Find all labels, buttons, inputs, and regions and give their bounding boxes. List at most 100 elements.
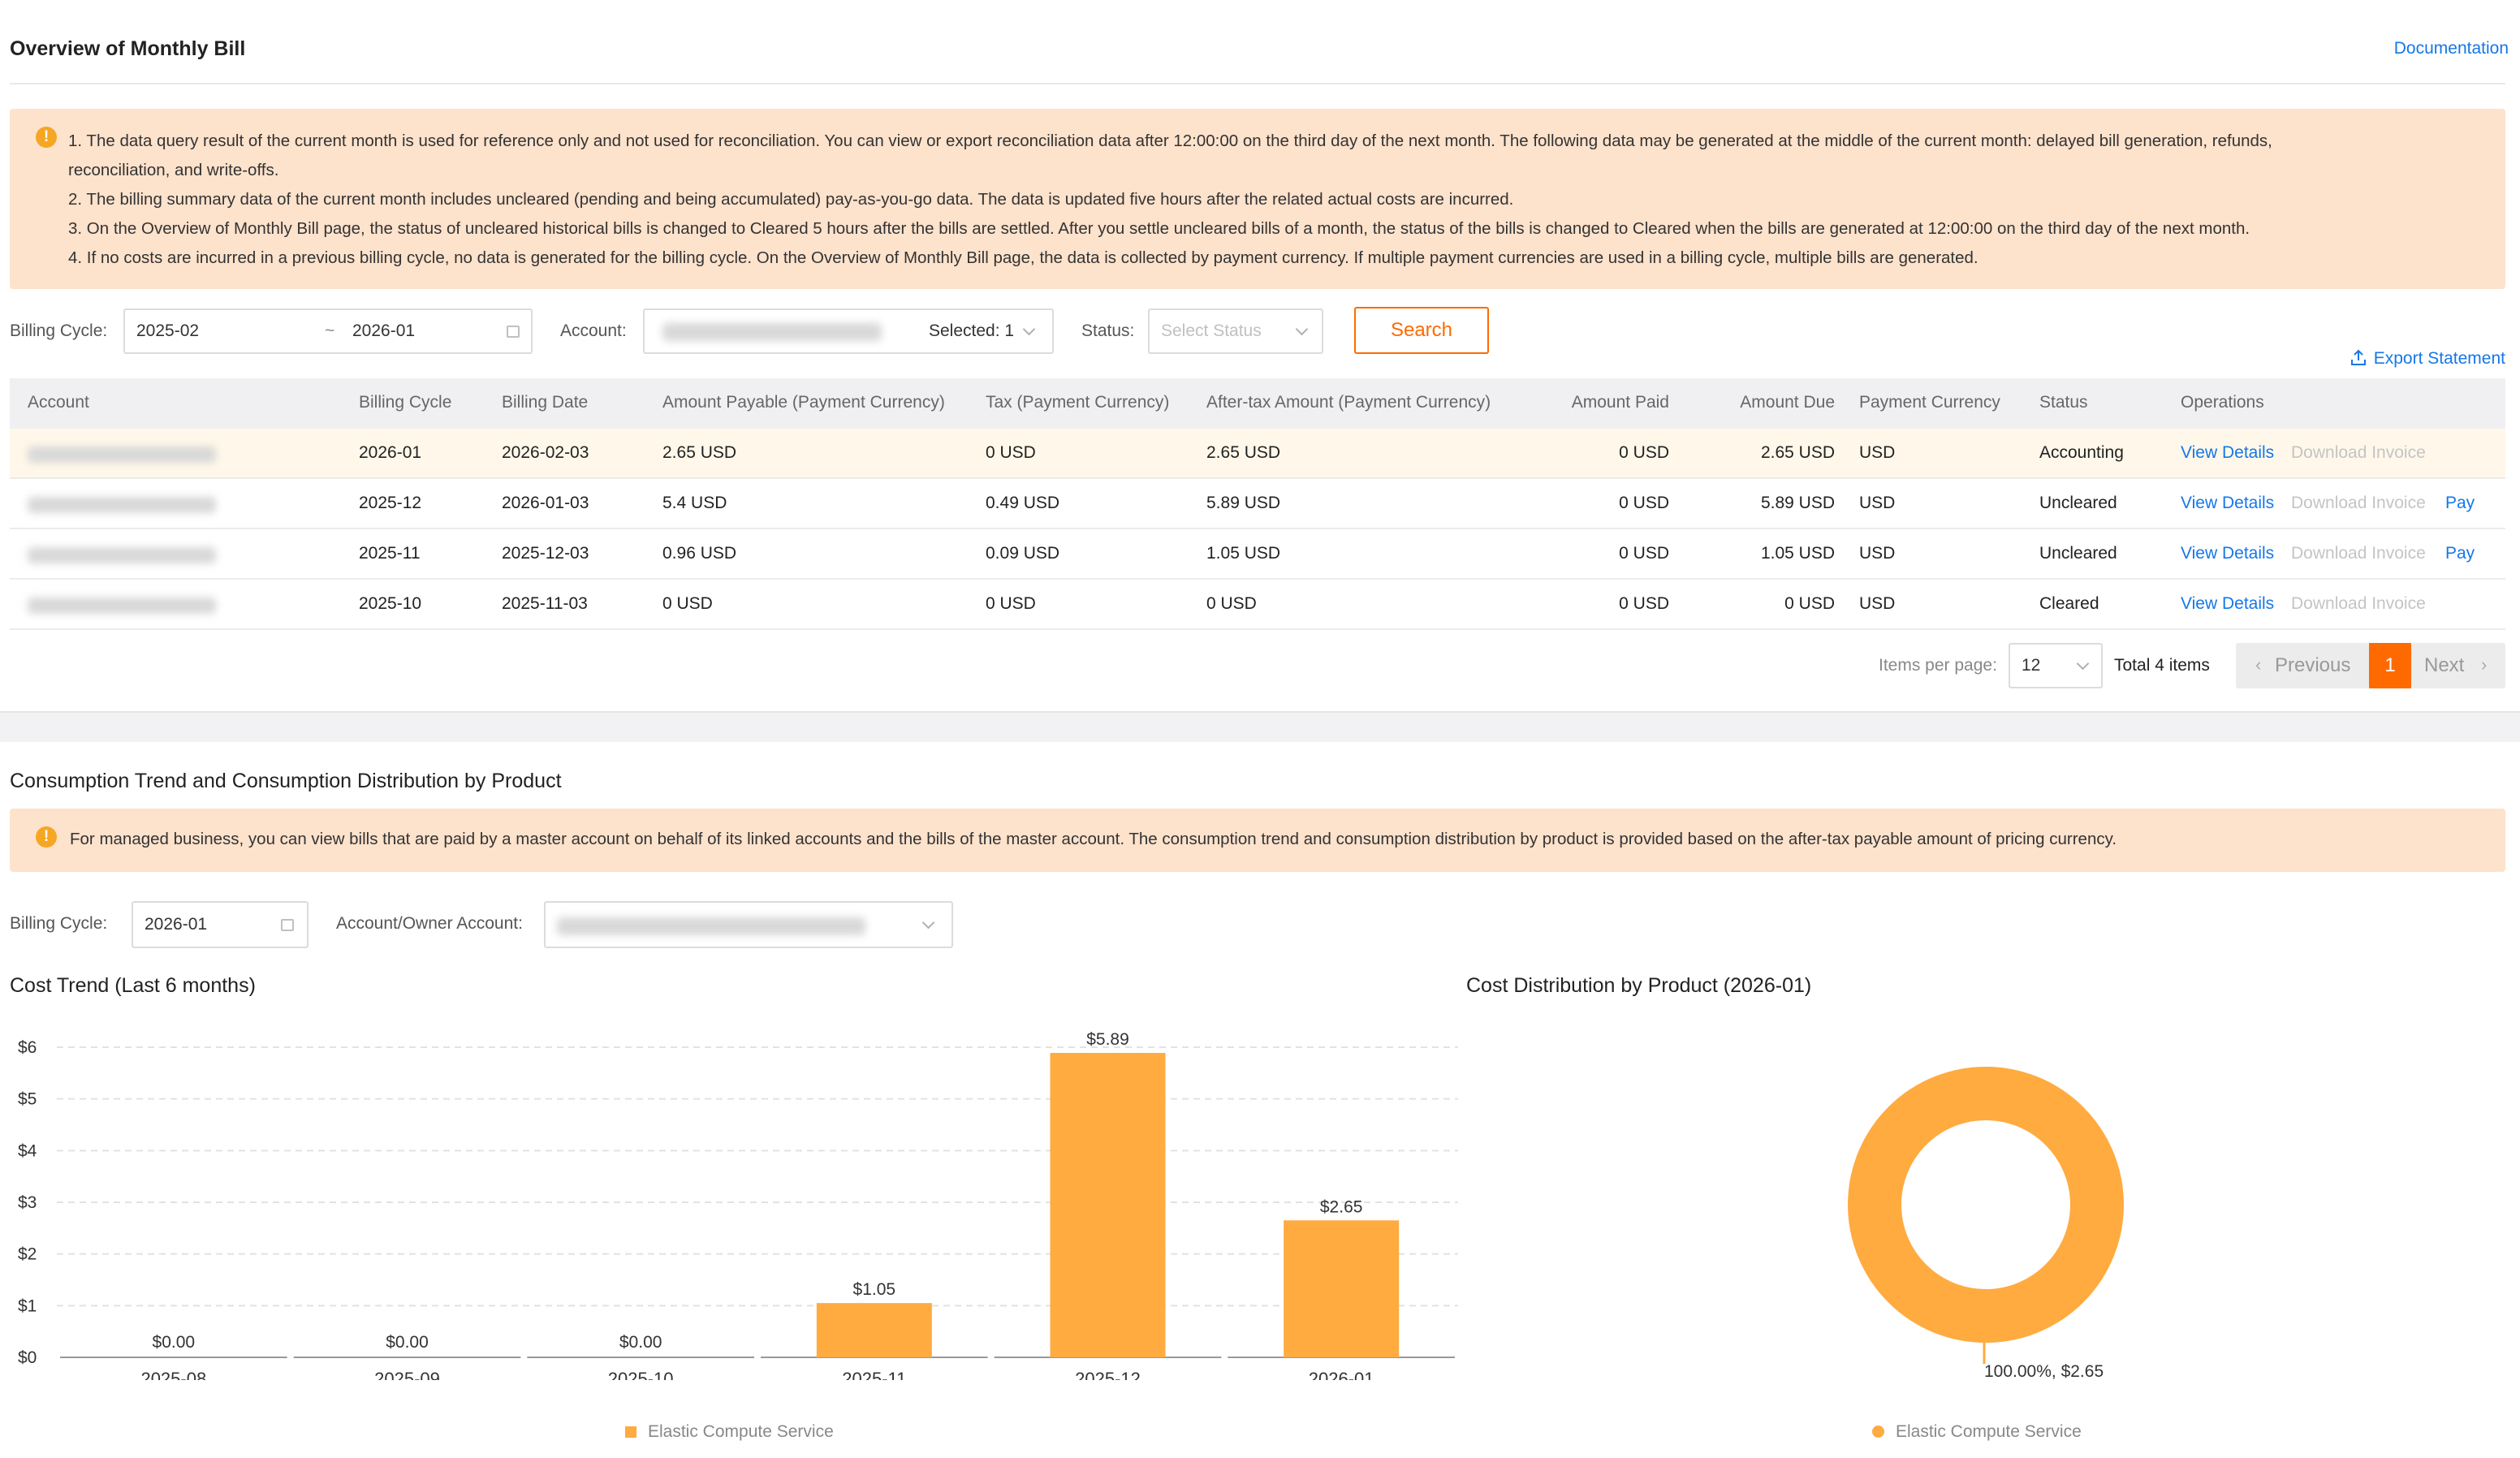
chevron-right-icon: › (2481, 654, 2488, 675)
cell-date: 2026-02-03 (502, 443, 589, 462)
data-label: $0.00 (386, 1333, 429, 1352)
bar-legend[interactable]: Elastic Compute Service (625, 1422, 834, 1442)
legend-swatch (1872, 1426, 1884, 1438)
account-owner-label: Account/Owner Account: (336, 914, 523, 933)
download-invoice-link[interactable]: Download Invoice (2291, 544, 2426, 563)
y-tick-label: $5 (18, 1090, 37, 1109)
x-tick-label: 2025-09 (374, 1369, 440, 1380)
x-tick-label: 2026-01 (1309, 1369, 1374, 1380)
chevron-left-icon: ‹ (2255, 654, 2262, 675)
pay-link[interactable]: Pay (2445, 494, 2475, 512)
chevron-down-icon (1295, 322, 1309, 336)
cell-payable: 2.65 USD (662, 443, 737, 462)
page-title: Overview of Monthly Bill (10, 37, 246, 60)
search-button[interactable]: Search (1354, 307, 1489, 354)
x-tick-label: 2025-11 (842, 1369, 906, 1380)
total-items: Total 4 items (2114, 656, 2210, 675)
account-owner-select[interactable] (544, 901, 953, 948)
col-header: Operations (2181, 393, 2264, 412)
download-invoice-link[interactable]: Download Invoice (2291, 594, 2426, 613)
table-row: 2026-01 2026-02-03 2.65 USD 0 USD 2.65 U… (10, 429, 2505, 479)
account-label: Account: (560, 321, 627, 340)
cell-cycle: 2026-01 (359, 443, 422, 462)
cell-date: 2025-11-03 (502, 594, 588, 613)
documentation-link[interactable]: Documentation (2393, 39, 2509, 58)
cell-tax: 0.09 USD (986, 544, 1060, 563)
view-details-link[interactable]: View Details (2181, 594, 2275, 613)
cell-cycle: 2025-11 (359, 544, 421, 563)
cell-date: 2026-01-03 (502, 494, 589, 512)
cell-aftertax: 1.05 USD (1206, 544, 1281, 563)
cost-trend-svg: $0 $1 $2 $3 $4 $5 $6 $0.00 2025-08 $0.00 2025-09 $0… (18, 1030, 1458, 1389)
cell-cycle: 2025-12 (359, 494, 422, 512)
chevron-down-icon (2076, 657, 2090, 671)
table-row: 2025-10 2025-11-03 0 USD 0 USD 0 USD 0 U… (10, 580, 2505, 630)
billing-cycle-label: Billing Cycle: (10, 321, 108, 340)
view-details-link[interactable]: View Details (2181, 494, 2275, 512)
cell-payable: 0.96 USD (662, 544, 737, 563)
account-redacted (28, 497, 216, 513)
chevron-down-icon (921, 916, 935, 930)
col-header: Amount Due (1740, 393, 1835, 412)
cell-payable: 5.4 USD (662, 494, 727, 512)
cell-status: Accounting (2039, 443, 2124, 462)
download-invoice-link[interactable]: Download Invoice (2291, 443, 2426, 462)
x-tick-label: 2025-08 (140, 1369, 206, 1380)
previous-page-button[interactable]: ‹ Previous (2236, 643, 2369, 688)
export-statement-button[interactable]: Export Statement (2350, 349, 2505, 369)
billing-cycle-label: Billing Cycle: (10, 914, 108, 933)
cost-trend-chart: $0 $1 $2 $3 $4 $5 $6 $0.00 2025-08 $0.00 2025-09 $0… (0, 1023, 1469, 1389)
billing-cycle-range-picker[interactable]: 2025-02 ~ 2026-01 (123, 308, 533, 354)
data-label: $5.89 (1086, 1030, 1129, 1049)
notice-line: 1. The data query result of the current … (68, 132, 2272, 150)
warning-icon: ! (36, 127, 57, 148)
data-label: $0.00 (619, 1333, 662, 1352)
pie-chart-title: Cost Distribution by Product (2026-01) (1466, 974, 1812, 997)
header-divider (10, 83, 2505, 84)
download-invoice-link[interactable]: Download Invoice (2291, 494, 2426, 512)
donut-slice (1848, 1067, 2124, 1343)
account-value-redacted (662, 323, 882, 341)
y-tick-label: $0 (18, 1348, 37, 1367)
legend-swatch (625, 1426, 636, 1438)
billing-cycle-picker[interactable]: 2026-01 (132, 901, 309, 948)
export-label: Export Statement (2373, 349, 2505, 368)
cell-aftertax: 2.65 USD (1206, 443, 1281, 462)
chevron-down-icon (1022, 322, 1036, 336)
items-per-page-select[interactable]: 12 (2009, 643, 2103, 688)
account-redacted (28, 547, 216, 563)
account-select[interactable]: Selected: 1 (643, 308, 1054, 354)
table-header: Account Billing Cycle Billing Date Amoun… (10, 378, 2505, 429)
y-tick-label: $4 (18, 1141, 37, 1160)
cell-paid: 0 USD (1619, 594, 1669, 613)
cell-paid: 0 USD (1619, 544, 1669, 563)
table-row: 2025-11 2025-12-03 0.96 USD 0.09 USD 1.0… (10, 529, 2505, 580)
view-details-link[interactable]: View Details (2181, 443, 2275, 462)
cell-paid: 0 USD (1619, 494, 1669, 512)
x-tick-label: 2025-12 (1075, 1369, 1141, 1380)
pie-legend[interactable]: Elastic Compute Service (1872, 1422, 2082, 1442)
cost-distribution-svg: 100.00%, $2.65 (1848, 1067, 2124, 1381)
cell-cycle: 2025-10 (359, 594, 422, 613)
y-tick-label: $1 (18, 1296, 37, 1315)
next-page-button[interactable]: Next › (2411, 643, 2505, 688)
account-redacted (28, 597, 216, 614)
notice-text: For managed business, you can view bills… (70, 830, 2117, 848)
per-page-value: 12 (2022, 656, 2041, 675)
warning-icon: ! (36, 826, 57, 848)
cell-due: 2.65 USD (1760, 443, 1835, 462)
data-label: $0.00 (153, 1333, 196, 1352)
pay-link[interactable]: Pay (2445, 544, 2475, 563)
status-select[interactable]: Select Status (1148, 308, 1323, 354)
range-start: 2025-02 (136, 321, 200, 340)
legend-label: Elastic Compute Service (648, 1422, 834, 1441)
status-placeholder: Select Status (1161, 321, 1262, 340)
col-header: Amount Payable (Payment Currency) (662, 393, 945, 412)
bar (1284, 1220, 1400, 1357)
notice-line: 2. The billing summary data of the curre… (68, 190, 1514, 209)
page-1-button[interactable]: 1 (2369, 643, 2411, 688)
bar-chart-title: Cost Trend (Last 6 months) (10, 974, 256, 997)
view-details-link[interactable]: View Details (2181, 544, 2275, 563)
account-owner-redacted (557, 917, 865, 935)
bar (816, 1303, 932, 1357)
